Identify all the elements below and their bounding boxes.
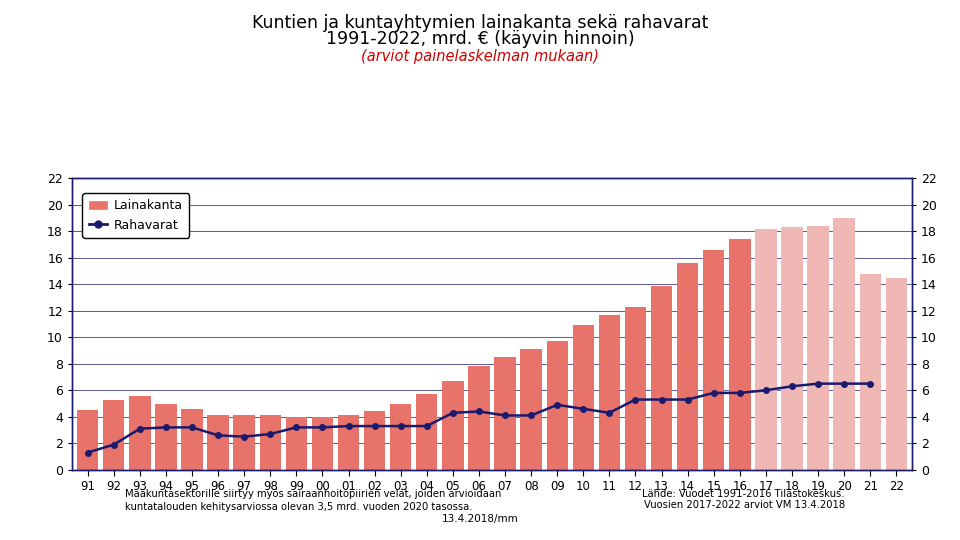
Text: kuntatalouden kehitysarviossa olevan 3,5 mrd. vuoden 2020 tasossa.: kuntatalouden kehitysarviossa olevan 3,5…: [125, 502, 472, 512]
Bar: [781, 227, 803, 470]
Bar: [494, 357, 516, 470]
Bar: [625, 307, 646, 470]
Bar: [207, 415, 228, 470]
Bar: [181, 409, 203, 470]
Bar: [130, 396, 151, 470]
Bar: [886, 278, 907, 470]
Bar: [730, 239, 751, 470]
Bar: [312, 417, 333, 470]
Bar: [468, 367, 490, 470]
Text: (arviot painelaskelman mukaan): (arviot painelaskelman mukaan): [361, 49, 599, 64]
Bar: [443, 381, 464, 470]
Bar: [572, 325, 594, 470]
Bar: [807, 226, 828, 470]
Bar: [233, 415, 254, 470]
Bar: [651, 286, 672, 470]
Bar: [77, 410, 98, 470]
Bar: [520, 349, 541, 470]
Bar: [156, 403, 177, 470]
Text: Kuntien ja kuntayhtymien lainakanta sekä rahavarat: Kuntien ja kuntayhtymien lainakanta sekä…: [252, 14, 708, 31]
Bar: [677, 263, 698, 470]
Bar: [859, 274, 881, 470]
Bar: [338, 415, 359, 470]
Bar: [286, 417, 307, 470]
Text: Lähde: Vuodet 1991-2016 Tilastokeskus.
Vuosien 2017-2022 arviot VM 13.4.2018: Lähde: Vuodet 1991-2016 Tilastokeskus. V…: [642, 489, 845, 510]
Bar: [546, 341, 568, 470]
Text: 1991-2022, mrd. € (käyvin hinnoin): 1991-2022, mrd. € (käyvin hinnoin): [325, 30, 635, 48]
Bar: [599, 315, 620, 470]
Legend: Lainakanta, Rahavarat: Lainakanta, Rahavarat: [83, 193, 189, 238]
Text: Maakuntasektorille siirtyy myös sairaanhoitopiirien velat, joiden arvioidaan: Maakuntasektorille siirtyy myös sairaanh…: [125, 489, 501, 499]
Bar: [416, 394, 438, 470]
Bar: [364, 411, 385, 470]
Bar: [259, 415, 281, 470]
Bar: [833, 218, 854, 470]
Text: 13.4.2018/mm: 13.4.2018/mm: [442, 514, 518, 524]
Bar: [756, 228, 777, 470]
Bar: [703, 250, 725, 470]
Bar: [103, 400, 125, 470]
Bar: [390, 403, 412, 470]
